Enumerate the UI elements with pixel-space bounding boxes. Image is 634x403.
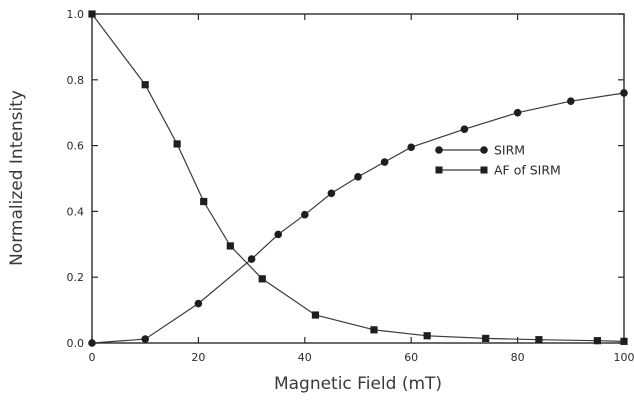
legend-af-label: AF of SIRM [494,163,561,178]
legend-sirm-marker-end [480,146,488,154]
y-axis-title: Normalized Intensity [7,90,27,266]
x-tick-label: 60 [404,351,418,364]
series-af-of-sirm-point [370,326,378,334]
series-sirm-point [141,335,149,343]
series-sirm-point [88,339,96,347]
x-tick-label: 80 [511,351,525,364]
series-af-of-sirm-point [88,10,96,18]
y-tick-label: 0.2 [67,271,85,284]
series-sirm-point [380,158,389,166]
series-sirm-point [327,189,336,198]
x-axis-title: Magnetic Field (mT) [274,374,442,394]
y-tick-labels: 0.0 0.2 0.4 0.6 0.8 1.0 [67,8,85,350]
series-af-of-sirm-point [535,336,543,344]
series-sirm-point [354,173,362,181]
series-sirm-point [460,125,469,133]
series-af-of-sirm-point [200,197,208,206]
legend: SIRM AF of SIRM [435,143,561,178]
y-tick-label: 0.6 [67,140,85,153]
x-tick-label: 0 [89,351,96,364]
series-layer [88,10,628,347]
series-af-of-sirm-point [226,242,234,250]
y-tick-label: 0.8 [67,74,85,87]
series-sirm-point [620,89,628,97]
series-af-of-sirm-point [258,275,266,283]
y-tick-label: 0.0 [67,337,85,350]
series-sirm-point [301,210,309,219]
x-tick-label: 40 [298,351,312,364]
series-af-of-sirm-point [423,332,431,340]
series-af-of-sirm-point [141,81,149,89]
series-sirm-point [194,299,203,308]
series-af-of-sirm-point [311,311,320,319]
series-sirm-point [274,230,283,239]
legend-sirm-marker-start [435,146,443,154]
series-sirm-point [567,97,575,105]
series-sirm-point [407,143,416,152]
series-sirm-line [91,92,625,344]
series-af-of-sirm-point [173,140,181,148]
x-tick-label: 20 [191,351,205,364]
plot-frame [91,13,625,344]
legend-af-marker-end [480,166,488,174]
y-tick-label: 1.0 [67,8,85,21]
series-sirm-point [247,255,256,263]
legend-sirm-label: SIRM [494,143,525,158]
x-tick-label: 100 [614,351,634,364]
series-af-of-sirm-point [482,334,490,342]
series-sirm-point [513,108,522,117]
legend-af-marker-start [435,166,443,174]
y-tick-label: 0.4 [67,205,85,218]
series-af-of-sirm-point [620,337,628,345]
series-af-of-sirm-point [593,337,601,345]
x-tick-labels: 0 20 40 60 80 100 [89,351,634,364]
